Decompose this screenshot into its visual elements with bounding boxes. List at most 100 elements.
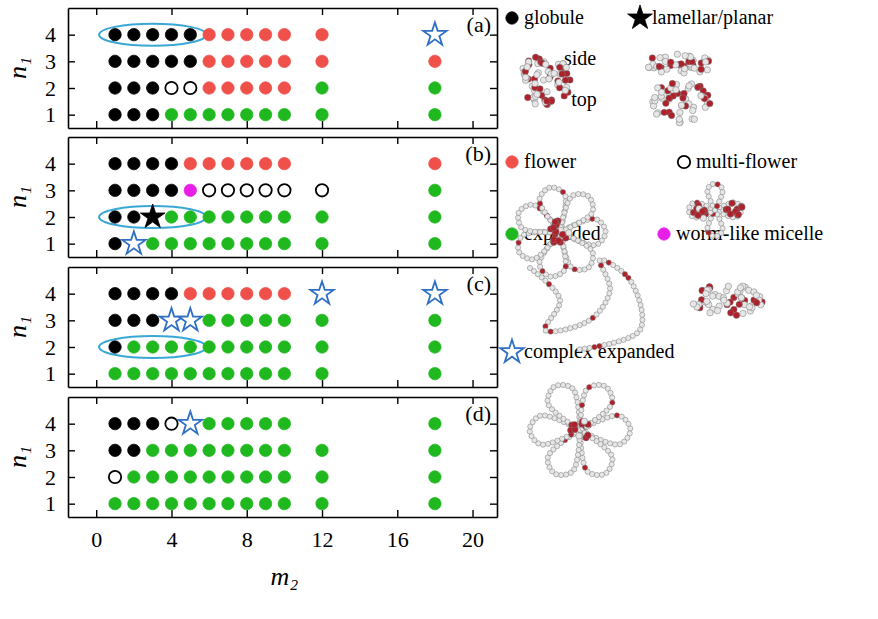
bead [666,95,672,101]
tick-mark [322,397,323,404]
tick-mark [68,243,75,244]
tick [490,320,497,321]
point [429,341,441,353]
point [146,184,158,196]
point [241,28,253,40]
tick-mark [490,347,497,348]
tick-label: 4 [45,22,56,47]
tick-label: 8 [242,527,253,552]
bead [605,415,610,420]
bead [603,229,608,234]
bead [590,256,595,261]
point [203,157,215,169]
point [184,237,196,249]
axis-line [497,398,499,518]
point [429,367,441,379]
point [259,157,271,169]
tick-mark [171,137,172,144]
point [222,497,234,509]
marks [109,411,441,509]
point [184,55,196,67]
point [184,184,196,196]
bead [581,192,586,197]
axis-line [68,398,70,518]
bead [580,398,585,403]
tick [171,380,172,387]
tick-label: 0 [91,527,102,552]
point [259,108,271,120]
point [241,82,253,94]
point [222,184,234,196]
bead [515,215,520,220]
bead [740,310,746,316]
tick [322,380,323,387]
axis-line [497,138,499,258]
point [278,367,290,379]
bead [735,211,741,217]
bead [551,70,557,76]
point [165,287,177,299]
legend-label: globule [524,6,584,29]
tick-mark [96,250,97,257]
axis [69,380,498,388]
point [278,497,290,509]
bead [524,64,530,70]
bead [542,413,547,418]
tick [247,250,248,257]
bead [550,440,555,445]
point [146,28,158,40]
point [146,341,158,353]
bead [561,215,566,220]
tick [247,8,248,15]
axis-line [69,257,498,259]
point [259,444,271,456]
point [109,417,121,429]
point [423,22,446,44]
axis-line [69,387,498,389]
tick [490,374,497,375]
legend-marker [506,228,518,240]
tick-mark [68,320,75,321]
bead [695,84,701,90]
point [278,287,290,299]
tick-mark [68,347,75,348]
point [146,55,158,67]
point [128,82,140,94]
tick-mark [96,397,97,404]
bead [611,340,616,345]
bead [527,429,532,434]
point [165,417,177,429]
bead [649,55,655,61]
bead [612,442,617,447]
point [429,184,441,196]
legend-marker [678,156,690,168]
bead [698,66,704,72]
tick-mark [96,380,97,387]
bead [599,472,604,477]
tick-label: 3 [45,178,56,203]
bead [686,83,692,89]
bead [669,80,675,86]
tick-mark [397,380,398,387]
bead [542,230,547,235]
bead [556,293,561,298]
tick-mark [96,8,97,15]
point [316,184,328,196]
legend-marker [506,12,518,24]
point [429,314,441,326]
tick: 1 [45,231,75,256]
point [316,237,328,249]
tick-mark [322,510,323,517]
point [241,55,253,67]
tick-label: 2 [45,76,56,101]
point [278,237,290,249]
bead [598,263,603,268]
tick [490,477,497,478]
bead [610,395,615,400]
bead [738,294,744,300]
point [316,82,328,94]
bead [607,286,612,291]
bead [719,221,724,226]
tick [247,267,248,274]
point [429,471,441,483]
